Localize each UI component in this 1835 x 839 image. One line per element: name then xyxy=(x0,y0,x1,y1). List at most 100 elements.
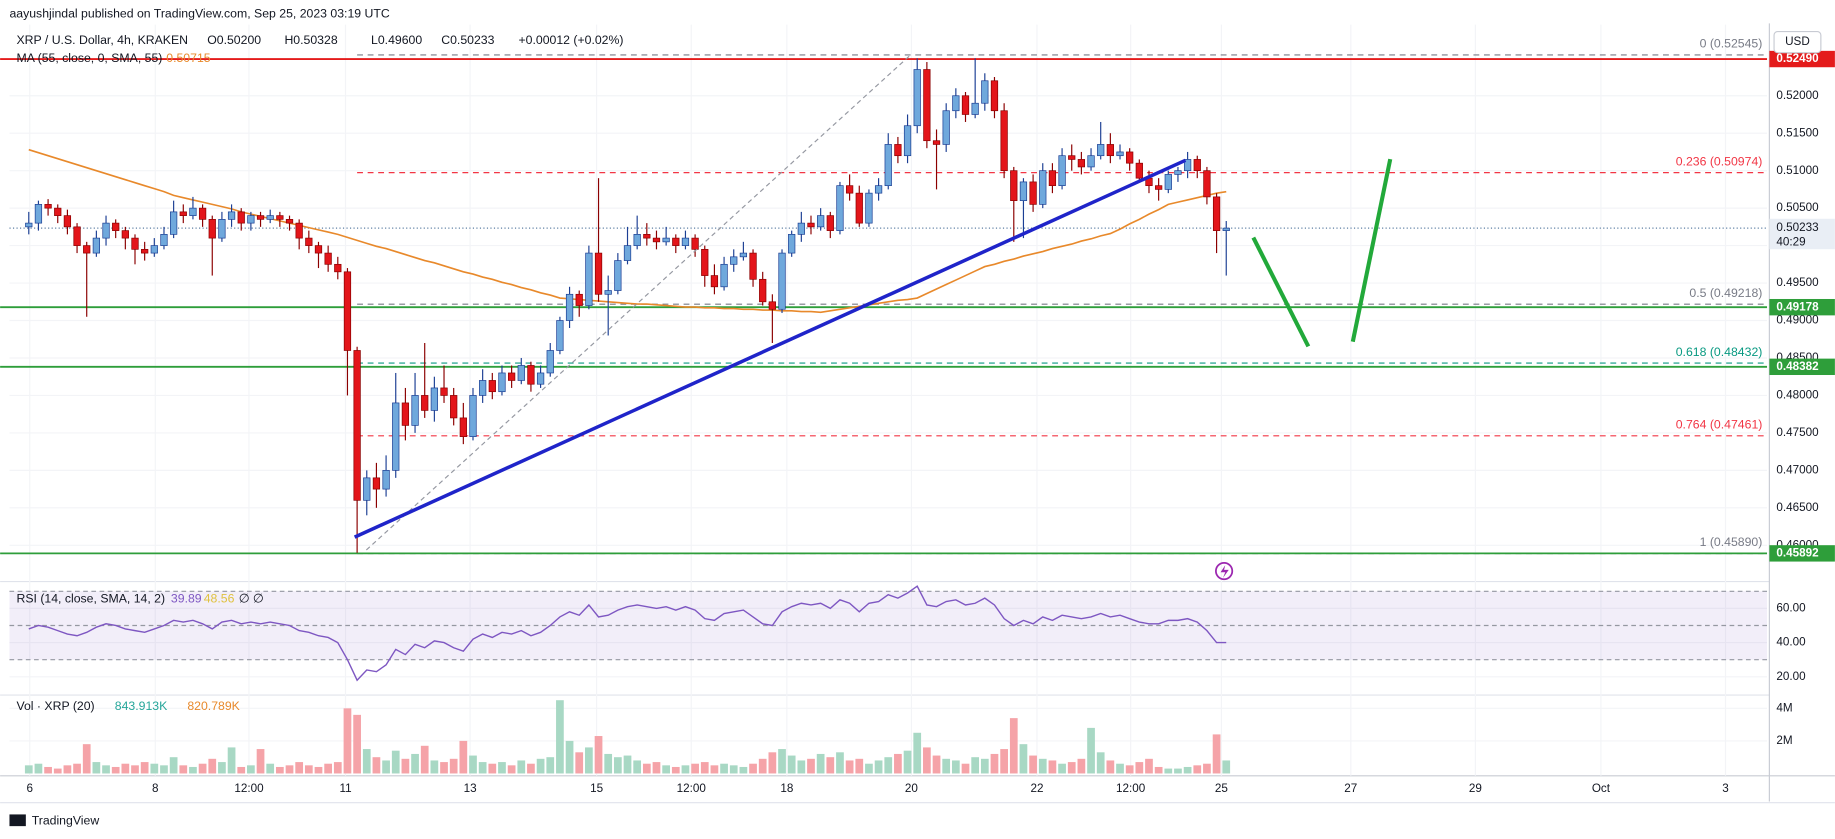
volume-bar xyxy=(1125,765,1134,774)
y-tick-label: 0.47500 xyxy=(1776,426,1819,439)
volume-bar xyxy=(1145,758,1153,774)
volume-bar xyxy=(517,760,526,774)
candle-body xyxy=(932,140,941,145)
volume-bar xyxy=(469,755,477,774)
candle-body xyxy=(691,237,699,250)
candle-body xyxy=(1068,155,1076,160)
trendline xyxy=(353,158,1187,539)
volume-bar xyxy=(594,736,603,774)
volume-bar xyxy=(556,700,564,774)
candle-body xyxy=(1087,155,1095,168)
x-tick-label: 29 xyxy=(1469,782,1482,795)
volume-bar xyxy=(527,763,535,774)
candle-body xyxy=(981,80,989,104)
volume-bar xyxy=(478,762,487,774)
ma-label: MA (55, close, 0, SMA, 55) xyxy=(16,51,162,65)
candle-body xyxy=(343,271,352,351)
volume-bar xyxy=(333,762,342,774)
volume-bar xyxy=(826,757,835,774)
volume-bar xyxy=(681,765,690,774)
candle-body xyxy=(382,470,390,490)
volume-bar xyxy=(140,762,149,774)
x-tick-label: 12:00 xyxy=(677,782,707,795)
x-tick-label: 20 xyxy=(905,782,919,795)
candle-body xyxy=(83,245,91,254)
candle-body xyxy=(672,237,680,246)
y-tick-label: 0.47000 xyxy=(1776,463,1819,476)
currency-box[interactable] xyxy=(1773,31,1822,54)
candle-body xyxy=(34,204,43,224)
candle-body xyxy=(141,248,149,254)
volume-bar xyxy=(102,765,110,774)
volume-bar xyxy=(1009,718,1018,774)
fib-label: 0.5 (0.49218) xyxy=(1689,286,1762,300)
candle-body xyxy=(507,372,516,381)
candle-body xyxy=(836,185,844,231)
volume-bar xyxy=(1058,763,1066,774)
candle-body xyxy=(730,256,738,265)
volume-bar xyxy=(353,714,361,774)
volume-bar xyxy=(845,760,854,774)
volume-bar xyxy=(82,744,91,774)
arrow-down xyxy=(1251,236,1311,348)
volume-bar xyxy=(275,766,284,774)
rsi-value: 39.89 xyxy=(171,591,202,605)
candle-body xyxy=(749,252,757,280)
x-tick-label: 12:00 xyxy=(234,782,264,795)
volume-bar xyxy=(169,757,178,774)
volume-bar xyxy=(585,747,593,774)
volume-bar xyxy=(324,763,333,774)
open: O0.50200 xyxy=(207,33,261,47)
candle-body xyxy=(285,219,294,224)
candle-body xyxy=(788,234,796,254)
y-tick-label: 60.00 xyxy=(1776,601,1806,614)
ma-value: 0.50715 xyxy=(166,51,211,65)
candle-body xyxy=(102,222,110,239)
volume-bar xyxy=(778,749,786,774)
candle-body xyxy=(121,230,129,239)
candle-body xyxy=(247,215,255,224)
candle-body xyxy=(256,215,265,220)
volume-bar xyxy=(314,766,323,774)
candle-body xyxy=(971,102,979,115)
volume-bar xyxy=(749,763,757,774)
candle-body xyxy=(276,215,284,220)
candle-body xyxy=(324,252,332,265)
candle-body xyxy=(218,219,226,239)
candle-body xyxy=(179,211,187,216)
candle-body xyxy=(488,380,496,393)
volume-bar xyxy=(836,752,844,774)
candle-body xyxy=(1174,170,1182,175)
volume-bar xyxy=(150,763,159,774)
candle-body xyxy=(1019,181,1028,201)
candle-body xyxy=(1097,144,1105,157)
volume-bar xyxy=(44,766,52,774)
volume-bar xyxy=(498,762,506,774)
volume-bar xyxy=(932,755,941,774)
volume-bar xyxy=(459,740,468,774)
last-price-label: 0.50233 xyxy=(1776,221,1818,234)
candle-body xyxy=(1155,185,1163,190)
candle-body xyxy=(198,207,207,220)
level-tag xyxy=(1769,545,1835,562)
volume-bar xyxy=(488,763,497,774)
candle-body xyxy=(334,263,342,273)
volume-bar xyxy=(565,740,574,774)
level-tag-label: 0.48382 xyxy=(1776,360,1819,373)
volume-bar xyxy=(1048,760,1057,774)
candle-body xyxy=(112,222,120,231)
candle-body xyxy=(430,387,438,411)
candle-body xyxy=(421,395,429,411)
volume-bar xyxy=(1087,727,1095,774)
candle-body xyxy=(1048,170,1057,187)
low: L0.49600 xyxy=(371,33,422,47)
rsi-ma-value: 48.56 xyxy=(204,591,235,605)
volume-bar xyxy=(662,765,670,774)
candle-body xyxy=(1077,159,1086,168)
volume-bar xyxy=(961,763,970,774)
volume-bar xyxy=(855,758,864,774)
volume-bar xyxy=(1154,766,1163,774)
event-icon[interactable] xyxy=(1215,561,1234,581)
level-tag-label: 0.49178 xyxy=(1776,300,1819,313)
